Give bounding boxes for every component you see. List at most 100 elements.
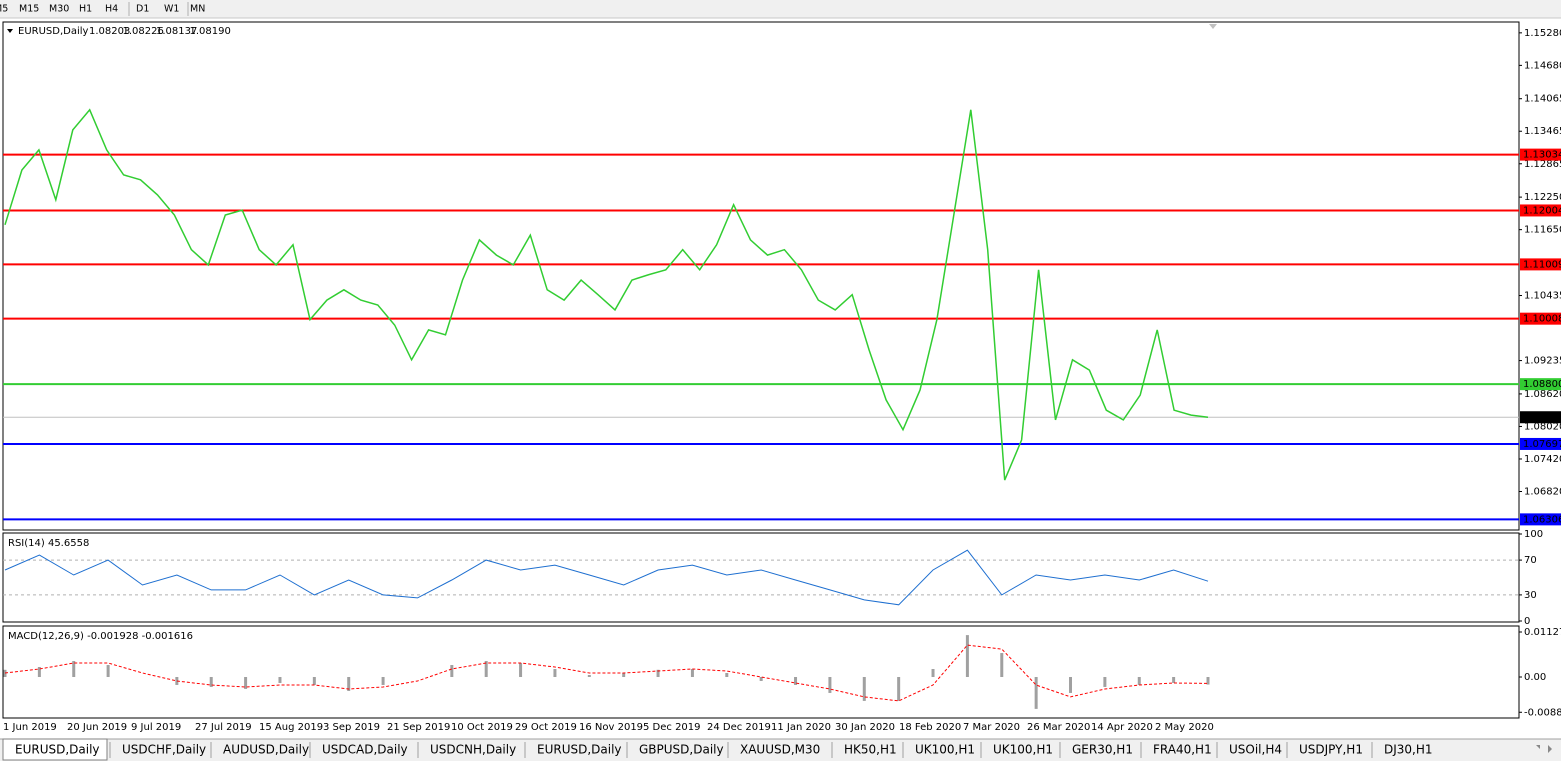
y-tick-label: 100 [1524, 529, 1543, 540]
y-tick-label: 1.12865 [1524, 159, 1561, 170]
x-tick-label: 7 Mar 2020 [963, 722, 1020, 733]
indicator-title: RSI(14) 45.6558 [8, 538, 89, 549]
current-price-label: 1.08190 [1523, 412, 1561, 423]
y-tick-label: 1.10435 [1524, 291, 1561, 302]
timeframe-button[interactable]: H1 [79, 4, 92, 15]
symbol-tab[interactable]: USOil,H4 [1229, 743, 1282, 757]
macd-signal [4, 644, 1209, 702]
indicator-title: EURUSD,Daily [18, 26, 89, 37]
y-tick-label: 1.07420 [1524, 454, 1561, 465]
y-tick-label: 1.13465 [1524, 126, 1561, 137]
quote-value: 1.08137 [156, 26, 197, 37]
indicator-title: MACD(12,26,9) -0.001928 -0.001616 [8, 631, 193, 642]
quote-value: 1.08203 [89, 26, 130, 37]
level-price-box [1520, 513, 1561, 526]
level-price-box [1520, 378, 1561, 391]
x-tick-label: 3 Sep 2019 [323, 722, 380, 733]
timeframe-button[interactable]: M5 [0, 4, 8, 15]
x-tick-label: 24 Dec 2019 [707, 722, 771, 733]
shift-marker [1209, 24, 1217, 29]
y-tick-label: 1.08020 [1524, 421, 1561, 432]
x-tick-label: 18 Feb 2020 [899, 722, 961, 733]
rsi-line [4, 549, 1209, 606]
level-price-box [1520, 258, 1561, 271]
current-price-box [1520, 411, 1561, 424]
symbol-tab[interactable]: EURUSD,Daily [15, 743, 100, 757]
symbol-tab[interactable]: UK100,H1 [993, 743, 1053, 757]
scroll-right[interactable] [1548, 745, 1552, 753]
level-price-label: 1.08800 [1523, 379, 1561, 390]
y-tick-label: 1.08620 [1524, 389, 1561, 400]
symbol-tab[interactable]: EURUSD,Daily [537, 743, 622, 757]
level-price-box [1520, 204, 1561, 217]
x-tick-label: 26 Mar 2020 [1027, 722, 1090, 733]
y-tick-label: 1.14680 [1524, 60, 1561, 71]
symbol-tab[interactable]: USDCAD,Daily [322, 743, 408, 757]
y-tick-label: 0.00 [1524, 672, 1546, 683]
x-tick-label: 14 Apr 2020 [1091, 722, 1153, 733]
y-tick-label: 30 [1524, 590, 1537, 601]
y-tick-label: 1.09235 [1524, 356, 1561, 367]
scroll-left[interactable] [1536, 745, 1540, 749]
x-tick-label: 11 Jan 2020 [771, 722, 831, 733]
x-tick-label: 20 Jun 2019 [67, 722, 127, 733]
timeframe-button[interactable]: W1 [164, 4, 179, 15]
x-tick-label: 30 Jan 2020 [835, 722, 895, 733]
price-line [4, 108, 1209, 481]
level-price-label: 1.07697 [1523, 439, 1561, 450]
main-panel [2, 21, 1520, 531]
menu-arrow [7, 29, 13, 33]
y-tick-label: 1.15280 [1524, 28, 1561, 39]
rsi-panel [2, 532, 1520, 623]
level-price-label: 1.12004 [1523, 205, 1561, 216]
quote-value: 1.08190 [190, 26, 231, 37]
timeframe-button[interactable]: M15 [19, 4, 39, 15]
x-tick-label: 29 Oct 2019 [515, 722, 577, 733]
x-tick-label: 15 Aug 2019 [259, 722, 323, 733]
symbol-tab[interactable]: USDCHF,Daily [122, 743, 206, 757]
y-tick-label: 1.12250 [1524, 192, 1561, 203]
x-tick-label: 9 Jul 2019 [131, 722, 181, 733]
y-tick-label: -0.008845 [1524, 707, 1561, 718]
timeframe-button[interactable]: MN [190, 4, 205, 15]
timeframe-button[interactable]: M30 [49, 4, 69, 15]
level-price-label: 1.06306 [1523, 514, 1561, 525]
timeframe-button[interactable]: H4 [105, 4, 118, 15]
y-tick-label: 70 [1524, 555, 1537, 566]
symbol-tab[interactable]: HK50,H1 [844, 743, 897, 757]
symbol-tab[interactable]: GER30,H1 [1072, 743, 1133, 757]
x-tick-label: 2 May 2020 [1155, 722, 1214, 733]
x-tick-label: 16 Nov 2019 [579, 722, 643, 733]
y-tick-label: 1.14065 [1524, 94, 1561, 105]
symbol-tab[interactable]: FRA40,H1 [1153, 743, 1212, 757]
x-tick-label: 1 Jun 2019 [3, 722, 57, 733]
symbol-tab[interactable]: DJ30,H1 [1384, 743, 1433, 757]
level-price-label: 1.10008 [1523, 314, 1561, 325]
y-tick-label: 0 [1524, 616, 1530, 627]
symbol-tab[interactable]: AUDUSD,Daily [223, 743, 309, 757]
active-tab [2, 738, 108, 761]
level-price-box [1520, 148, 1561, 161]
level-price-label: 1.13034 [1523, 150, 1561, 161]
x-tick-label: 27 Jul 2019 [195, 722, 252, 733]
symbol-tab[interactable]: USDCNH,Daily [430, 743, 516, 757]
macd-panel [2, 625, 1520, 719]
level-price-label: 1.11009 [1523, 259, 1561, 270]
x-tick-label: 5 Dec 2019 [643, 722, 701, 733]
symbol-tab[interactable]: XAUUSD,M30 [740, 743, 820, 757]
timeframe-button[interactable]: D1 [136, 4, 149, 15]
x-tick-label: 21 Sep 2019 [387, 722, 450, 733]
y-tick-label: 1.11650 [1524, 225, 1561, 236]
toolbar [0, 0, 1561, 18]
y-tick-label: 0.011277 [1524, 627, 1561, 638]
symbol-tab[interactable]: USDJPY,H1 [1299, 743, 1363, 757]
y-tick-label: 1.06820 [1524, 487, 1561, 498]
x-tick-label: 10 Oct 2019 [451, 722, 513, 733]
symbol-tab[interactable]: GBPUSD,Daily [639, 743, 724, 757]
level-price-box [1520, 312, 1561, 325]
quote-value: 1.08226 [123, 26, 164, 37]
tab-bar [0, 739, 1561, 761]
symbol-tab[interactable]: UK100,H1 [915, 743, 975, 757]
